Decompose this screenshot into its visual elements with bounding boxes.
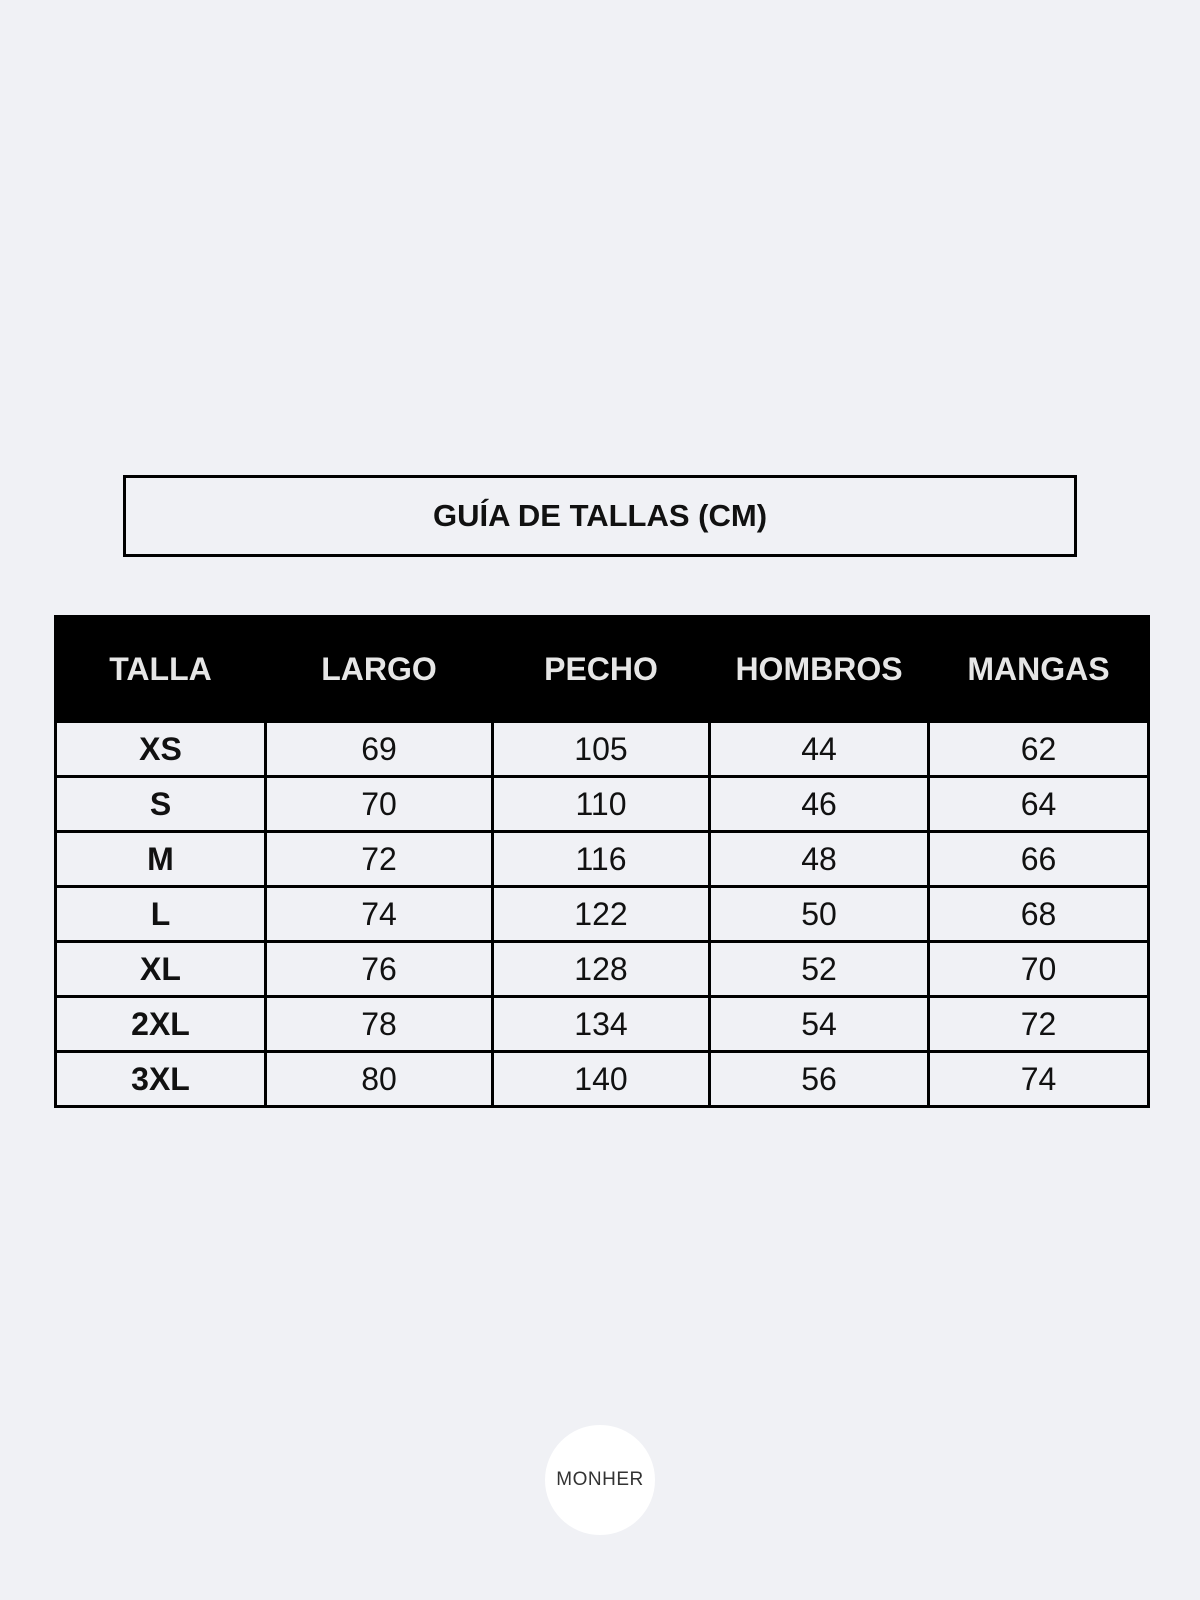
cell-mangas: 70 bbox=[927, 940, 1150, 998]
table-row: M 72 116 48 66 bbox=[54, 830, 1150, 888]
cell-largo: 69 bbox=[264, 720, 494, 778]
cell-talla: S bbox=[54, 775, 267, 833]
cell-hombros: 46 bbox=[708, 775, 930, 833]
table-row: 2XL 78 134 54 72 bbox=[54, 995, 1150, 1053]
cell-hombros: 54 bbox=[708, 995, 930, 1053]
table-row: XL 76 128 52 70 bbox=[54, 940, 1150, 998]
cell-talla: XS bbox=[54, 720, 267, 778]
cell-largo: 80 bbox=[264, 1050, 494, 1108]
cell-largo: 74 bbox=[264, 885, 494, 943]
cell-pecho: 116 bbox=[491, 830, 711, 888]
cell-mangas: 68 bbox=[927, 885, 1150, 943]
header-largo: LARGO bbox=[264, 615, 494, 723]
table-row: 3XL 80 140 56 74 bbox=[54, 1050, 1150, 1108]
cell-largo: 76 bbox=[264, 940, 494, 998]
brand-logo: MONHER bbox=[545, 1425, 655, 1535]
cell-hombros: 56 bbox=[708, 1050, 930, 1108]
cell-pecho: 122 bbox=[491, 885, 711, 943]
cell-hombros: 52 bbox=[708, 940, 930, 998]
cell-mangas: 72 bbox=[927, 995, 1150, 1053]
cell-pecho: 105 bbox=[491, 720, 711, 778]
cell-pecho: 110 bbox=[491, 775, 711, 833]
table-row: XS 69 105 44 62 bbox=[54, 720, 1150, 778]
table-header-row: TALLA LARGO PECHO HOMBROS MANGAS bbox=[54, 615, 1150, 723]
cell-largo: 78 bbox=[264, 995, 494, 1053]
brand-logo-text: MONHER bbox=[556, 1469, 644, 1490]
cell-talla: 3XL bbox=[54, 1050, 267, 1108]
cell-hombros: 48 bbox=[708, 830, 930, 888]
header-pecho: PECHO bbox=[491, 615, 711, 723]
cell-largo: 70 bbox=[264, 775, 494, 833]
cell-talla: 2XL bbox=[54, 995, 267, 1053]
cell-largo: 72 bbox=[264, 830, 494, 888]
header-hombros: HOMBROS bbox=[708, 615, 930, 723]
cell-mangas: 62 bbox=[927, 720, 1150, 778]
cell-mangas: 64 bbox=[927, 775, 1150, 833]
header-talla: TALLA bbox=[54, 615, 267, 723]
cell-mangas: 66 bbox=[927, 830, 1150, 888]
table-row: L 74 122 50 68 bbox=[54, 885, 1150, 943]
page-title: GUÍA DE TALLAS (CM) bbox=[432, 498, 768, 533]
cell-talla: XL bbox=[54, 940, 267, 998]
size-table: TALLA LARGO PECHO HOMBROS MANGAS XS 69 105… bbox=[54, 615, 1150, 1108]
cell-pecho: 134 bbox=[491, 995, 711, 1053]
cell-hombros: 44 bbox=[708, 720, 930, 778]
cell-pecho: 140 bbox=[491, 1050, 711, 1108]
title-box: GUÍA DE TALLAS (CM) bbox=[123, 475, 1077, 557]
cell-talla: L bbox=[54, 885, 267, 943]
table-row: S 70 110 46 64 bbox=[54, 775, 1150, 833]
cell-hombros: 50 bbox=[708, 885, 930, 943]
cell-pecho: 128 bbox=[491, 940, 711, 998]
header-mangas: MANGAS bbox=[927, 615, 1150, 723]
cell-talla: M bbox=[54, 830, 267, 888]
cell-mangas: 74 bbox=[927, 1050, 1150, 1108]
